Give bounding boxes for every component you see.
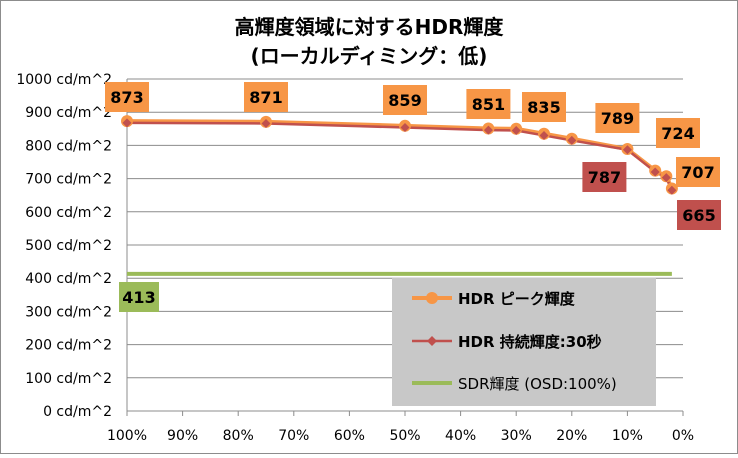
y-tick-label: 200 cd/m^2	[25, 338, 112, 354]
point-hdr-sustained	[667, 185, 677, 195]
x-tick-label: 30%	[501, 428, 532, 444]
point-hdr-sustained	[122, 118, 132, 128]
x-tick-label: 10%	[612, 428, 643, 444]
data-label-sdr: 413	[122, 288, 155, 307]
legend-label-hdr-peak: HDR ピーク輝度	[458, 290, 576, 308]
y-tick-label: 300 cd/m^2	[25, 304, 112, 320]
point-hdr-sustained	[511, 125, 521, 135]
data-label-hdr-peak-box	[466, 89, 511, 119]
data-label-hdr-peak: 724	[661, 124, 694, 143]
point-hdr-sustained	[661, 173, 671, 183]
data-label-hdr-peak-box	[656, 118, 700, 148]
x-tick-label: 90%	[167, 428, 198, 444]
point-hdr-sustained	[261, 118, 271, 128]
chart-title: 高輝度領域に対するHDR輝度 (ローカルディミング：低)	[235, 15, 505, 68]
x-tick-label: 70%	[278, 428, 309, 444]
chart-title-line-2: (ローカルディミング：低)	[251, 44, 488, 68]
point-hdr-sustained	[400, 122, 410, 132]
x-tick-labels: 100% 90% 80% 70% 60% 50% 40% 30% 20% 10% 0%	[107, 428, 694, 444]
y-tick-label: 0 cd/m^2	[43, 404, 112, 420]
data-label-hdr-peak: 789	[601, 109, 634, 128]
y-tick-label: 800 cd/m^2	[25, 138, 112, 154]
y-tick-label: 1000 cd/m^2	[16, 72, 112, 88]
legend-marker-hdr-peak	[426, 292, 438, 304]
data-label-hdr-sustained: 665	[682, 206, 715, 225]
y-tick-labels: 0 cd/m^2 100 cd/m^2 200 cd/m^2 300 cd/m^2 40…	[16, 72, 112, 420]
x-tick-label: 20%	[556, 428, 587, 444]
point-hdr-sustained	[650, 167, 660, 177]
y-tick-label: 700 cd/m^2	[25, 172, 112, 188]
data-label-hdr-peak: 707	[681, 163, 714, 182]
data-label-hdr-peak-box	[595, 103, 640, 133]
x-tick-label: 40%	[445, 428, 476, 444]
legend: HDR ピーク輝度 HDR 持続輝度:30秒 SDR輝度 (OSD:100%)	[392, 278, 656, 406]
x-tick-label: 0%	[672, 428, 694, 444]
legend-label-hdr-sustained: HDR 持続輝度:30秒	[458, 333, 602, 351]
x-tick-label: 60%	[334, 428, 365, 444]
x-tick-label: 50%	[389, 428, 420, 444]
data-label-hdr-peak-box	[676, 157, 720, 187]
point-hdr-sustained	[483, 125, 493, 135]
series-layer	[121, 115, 678, 276]
legend-marker-hdr-sustained	[427, 336, 437, 346]
x-tick-label: 80%	[223, 428, 254, 444]
y-tick-label: 400 cd/m^2	[25, 271, 112, 287]
data-label-sdr-box	[119, 282, 159, 312]
point-hdr-sustained	[567, 135, 577, 145]
data-label-hdr-peak: 851	[472, 95, 505, 114]
data-labels: 873 871 859 851 835 789 724 707 787 665 413	[105, 82, 721, 312]
x-tick-label: 100%	[107, 428, 147, 444]
data-label-hdr-peak-box	[383, 85, 427, 115]
data-label-hdr-peak-box	[244, 82, 288, 112]
data-label-hdr-peak: 873	[110, 88, 143, 107]
y-tick-label: 600 cd/m^2	[25, 205, 112, 221]
y-tick-label: 900 cd/m^2	[25, 105, 112, 121]
axes	[126, 79, 684, 416]
data-label-hdr-peak: 871	[249, 88, 282, 107]
y-tick-label: 500 cd/m^2	[25, 238, 112, 254]
data-label-hdr-peak-box	[522, 92, 566, 122]
data-label-hdr-peak-box	[105, 82, 149, 112]
legend-label-sdr: SDR輝度 (OSD:100%)	[458, 375, 617, 393]
data-label-hdr-sustained-box	[677, 200, 721, 230]
data-label-hdr-sustained-box	[582, 162, 627, 192]
point-hdr-sustained	[539, 130, 549, 140]
point-hdr-sustained	[622, 145, 632, 155]
chart-title-line-1: 高輝度領域に対するHDR輝度	[235, 15, 505, 39]
y-tick-label: 100 cd/m^2	[25, 371, 112, 387]
data-label-hdr-sustained: 787	[588, 168, 621, 187]
data-label-hdr-peak: 835	[527, 98, 560, 117]
data-label-hdr-peak: 859	[388, 91, 421, 110]
